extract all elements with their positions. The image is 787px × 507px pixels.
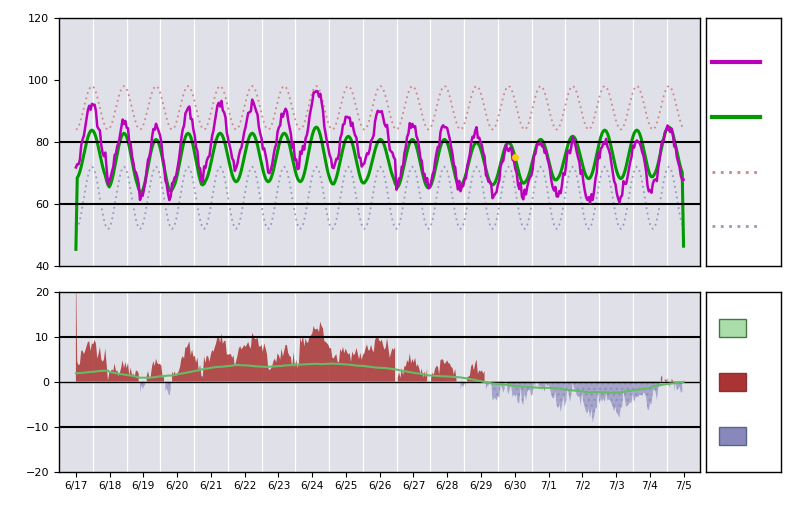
Bar <box>719 318 745 337</box>
Bar <box>719 373 745 390</box>
Bar <box>719 426 745 445</box>
